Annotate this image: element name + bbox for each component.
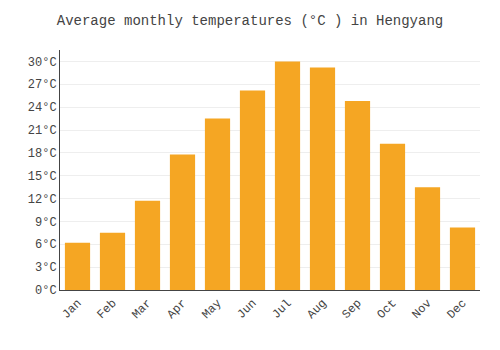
svg-text:Sep: Sep (339, 297, 364, 322)
svg-text:Dec: Dec (444, 297, 469, 322)
svg-text:24°C: 24°C (28, 101, 57, 115)
svg-text:27°C: 27°C (28, 78, 57, 92)
svg-text:Jun: Jun (234, 297, 259, 322)
svg-text:Oct: Oct (374, 297, 399, 322)
svg-text:Feb: Feb (94, 297, 119, 322)
svg-text:Average monthly temperatures (: Average monthly temperatures (°C ) in He… (57, 13, 443, 29)
svg-text:12°C: 12°C (28, 193, 57, 207)
svg-text:3°C: 3°C (35, 261, 57, 275)
svg-text:9°C: 9°C (35, 216, 57, 230)
svg-text:Aug: Aug (304, 297, 329, 322)
svg-text:15°C: 15°C (28, 170, 57, 184)
svg-text:Mar: Mar (129, 297, 154, 322)
svg-text:May: May (199, 297, 224, 322)
svg-text:30°C: 30°C (28, 56, 57, 70)
svg-text:18°C: 18°C (28, 147, 57, 161)
svg-text:Jan: Jan (59, 297, 84, 322)
svg-text:21°C: 21°C (28, 124, 57, 138)
svg-text:Apr: Apr (164, 297, 189, 322)
svg-text:6°C: 6°C (35, 238, 57, 252)
svg-text:0°C: 0°C (35, 284, 57, 298)
svg-text:Jul: Jul (269, 297, 294, 322)
svg-text:Nov: Nov (409, 297, 434, 322)
